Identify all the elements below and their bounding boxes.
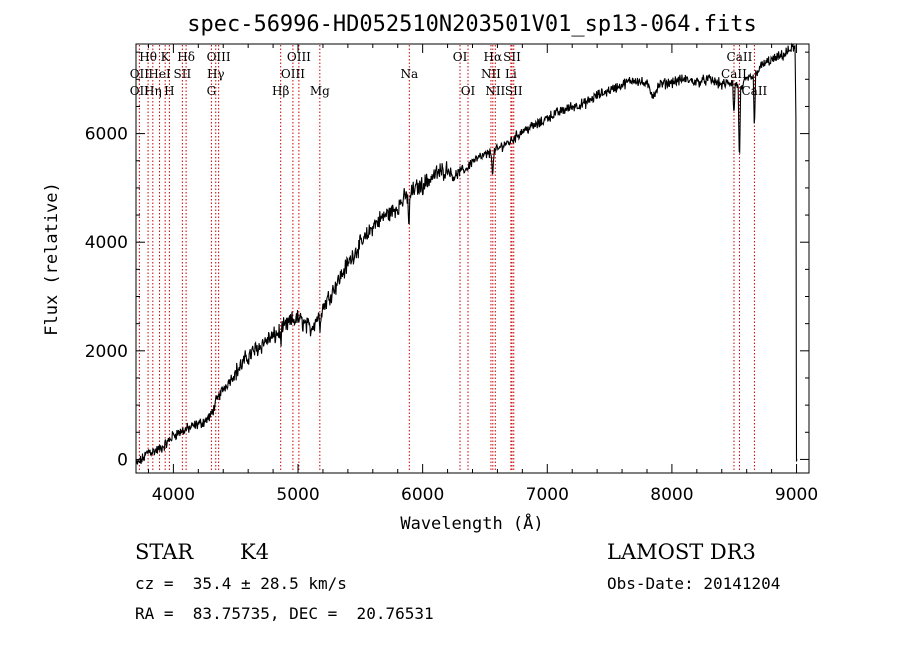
line-marker-label: H (164, 84, 174, 98)
line-marker-label: Hδ (177, 50, 195, 64)
coordinates: RA = 83.75735, DEC = 20.76531 (135, 604, 434, 623)
line-marker-label: NII (481, 67, 501, 81)
object-class: STAR (135, 540, 194, 564)
redshift-text: cz = 35.4 ± 28.5 km/s (135, 574, 347, 593)
x-tick-label: 8000 (650, 485, 693, 505)
line-marker-label: Na (400, 67, 418, 81)
y-tick-label: 6000 (85, 125, 128, 145)
line-marker-label: Hα (484, 50, 503, 64)
line-marker-label: Hθ (139, 50, 157, 64)
line-marker-label: OI (453, 50, 468, 64)
x-axis-label: Wavelength (Å) (400, 512, 543, 534)
line-marker-labels: Hθ OII OII K HeI Hη H Hδ SII OIII Hγ G OIII OIII Hβ Mg N… (130, 50, 768, 98)
y-axis-ticks: 0 2000 4000 6000 (85, 51, 809, 470)
line-marker-label: HeI (148, 67, 171, 81)
line-marker-label: OII (130, 84, 150, 98)
line-marker-label: Li (505, 67, 517, 81)
line-marker-label: NII (485, 84, 505, 98)
line-marker-label: G (207, 84, 217, 98)
x-tick-label: 7000 (526, 485, 569, 505)
obs-date: Obs-Date: 20141204 (607, 574, 781, 593)
x-tick-label: 9000 (775, 485, 818, 505)
line-marker-label: CaII (727, 50, 753, 64)
chart-title: spec-56996-HD052510N203501V01_sp13-064.f… (187, 12, 757, 37)
x-tick-label: 4000 (152, 485, 195, 505)
survey-name: LAMOST DR3 (607, 540, 756, 564)
line-marker-label: OI (461, 84, 476, 98)
x-axis-ticks: 4000 5000 6000 7000 8000 9000 (147, 44, 818, 505)
line-marker-label: K (161, 50, 171, 64)
y-tick-label: 2000 (85, 342, 128, 362)
line-marker-label: SII (174, 67, 192, 81)
object-subclass: K4 (240, 540, 270, 564)
line-marker-label: SII (503, 50, 521, 64)
line-marker-label: CaII (741, 84, 767, 98)
line-markers (138, 45, 755, 472)
line-marker-label: OII (130, 67, 150, 81)
y-tick-label: 0 (117, 450, 128, 470)
y-axis-label: Flux (relative) (42, 182, 62, 336)
line-marker-label: Hβ (272, 84, 289, 98)
spectrum-line (135, 42, 798, 465)
x-tick-label: 5000 (276, 485, 319, 505)
line-marker-label: OIII (281, 67, 305, 81)
line-marker-label: Mg (310, 84, 330, 98)
y-tick-label: 4000 (85, 233, 128, 253)
plot-frame (135, 43, 810, 474)
line-marker-label: CaII (721, 67, 747, 81)
x-tick-label: 6000 (401, 485, 444, 505)
line-marker-label: Hγ (207, 67, 225, 81)
line-marker-label: OIII (287, 50, 311, 64)
line-marker-label: SII (505, 84, 523, 98)
line-marker-label: Hη (144, 84, 162, 98)
line-marker-label: OIII (207, 50, 231, 64)
